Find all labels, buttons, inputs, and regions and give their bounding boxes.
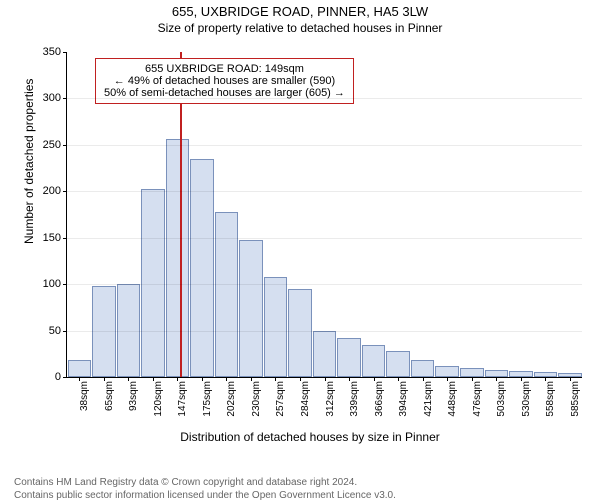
footer-line-2: Contains public sector information licen…: [14, 490, 396, 503]
callout-box: 655 UXBRIDGE ROAD: 149sqm← 49% of detach…: [95, 58, 354, 104]
bar: [68, 360, 92, 377]
bar: [435, 366, 459, 377]
bar: [411, 360, 435, 377]
bar: [215, 212, 239, 377]
bar: [362, 345, 386, 378]
y-tick: 250: [43, 139, 61, 151]
x-axis-label: Distribution of detached houses by size …: [34, 430, 586, 444]
y-axis-label: Number of detached properties: [22, 79, 36, 244]
bar: [141, 189, 165, 378]
bar: [337, 338, 361, 377]
x-tick: 312sqm: [325, 381, 336, 417]
callout-line: ← 49% of detached houses are smaller (59…: [104, 75, 345, 87]
y-tick: 350: [43, 46, 61, 58]
x-tick: 120sqm: [153, 381, 164, 417]
y-tick: 200: [43, 185, 61, 197]
x-tick: 421sqm: [423, 381, 434, 417]
x-tick: 257sqm: [275, 381, 286, 417]
x-tick: 93sqm: [128, 381, 139, 411]
bar: [386, 351, 410, 377]
bar: [288, 289, 312, 377]
x-tick: 175sqm: [202, 381, 213, 417]
callout-line: 655 UXBRIDGE ROAD: 149sqm: [104, 63, 345, 75]
callout-line: 50% of semi-detached houses are larger (…: [104, 87, 345, 99]
x-tick: 394sqm: [398, 381, 409, 417]
bar: [166, 139, 190, 377]
x-tick: 202sqm: [226, 381, 237, 417]
page-subtitle: Size of property relative to detached ho…: [0, 21, 600, 35]
x-tick: 284sqm: [300, 381, 311, 417]
plot-area: 655 UXBRIDGE ROAD: 149sqm← 49% of detach…: [66, 52, 582, 378]
footer-line-1: Contains HM Land Registry data © Crown c…: [14, 477, 396, 490]
x-tick: 366sqm: [374, 381, 385, 417]
x-tick: 147sqm: [177, 381, 188, 417]
bar: [239, 240, 263, 377]
x-tick: 558sqm: [545, 381, 556, 417]
x-tick: 585sqm: [570, 381, 581, 417]
x-tick: 339sqm: [349, 381, 360, 417]
bar: [460, 368, 484, 377]
x-tick: 530sqm: [521, 381, 532, 417]
x-tick: 65sqm: [104, 381, 115, 411]
y-tick: 0: [55, 371, 61, 383]
bar: [313, 331, 337, 377]
x-tick: 230sqm: [251, 381, 262, 417]
footer: Contains HM Land Registry data © Crown c…: [0, 477, 396, 502]
y-tick: 100: [43, 278, 61, 290]
x-tick: 476sqm: [472, 381, 483, 417]
chart: Number of detached properties 655 UXBRID…: [34, 48, 586, 440]
x-tick: 448sqm: [447, 381, 458, 417]
bar: [485, 370, 509, 377]
x-tick: 38sqm: [79, 381, 90, 411]
bar: [264, 277, 288, 377]
x-tick: 503sqm: [496, 381, 507, 417]
y-tick: 300: [43, 92, 61, 104]
page-title: 655, UXBRIDGE ROAD, PINNER, HA5 3LW: [0, 4, 600, 19]
y-tick: 50: [49, 325, 61, 337]
y-tick: 150: [43, 232, 61, 244]
